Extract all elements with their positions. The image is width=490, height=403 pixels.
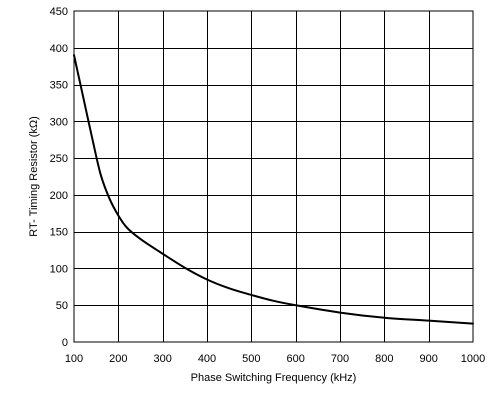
grid: [74, 11, 473, 342]
x-tick-label: 100: [65, 353, 83, 365]
x-axis-label: Phase Switching Frequency (kHz): [191, 372, 357, 384]
x-tick-label: 600: [286, 353, 304, 365]
y-tick-label: 150: [50, 227, 68, 239]
x-tick-label: 300: [153, 353, 171, 365]
y-tick-labels: 0 50 100 150 200 250 300 350 400 450: [50, 6, 68, 349]
x-tick-label: 900: [419, 353, 437, 365]
y-tick-label: 450: [50, 6, 68, 18]
y-tick-label: 200: [50, 190, 68, 202]
y-tick-label: 350: [50, 80, 68, 92]
y-tick-label: 400: [50, 43, 68, 55]
x-tick-label: 400: [198, 353, 216, 365]
x-tick-label: 1000: [461, 353, 485, 365]
x-tick-label: 700: [331, 353, 349, 365]
y-axis-label: RT- Timing Resistor (kΩ): [28, 116, 40, 236]
x-tick-label: 500: [242, 353, 260, 365]
x-tick-labels: 100 200 300 400 500 600 700 800 900 1000: [65, 353, 485, 365]
x-tick-label: 200: [109, 353, 127, 365]
y-tick-label: 300: [50, 116, 68, 128]
series-line: [73, 54, 474, 325]
y-tick-label: 100: [50, 263, 68, 275]
x-tick-label: 800: [375, 353, 393, 365]
plot-area: [73, 10, 474, 343]
y-tick-label: 50: [56, 300, 68, 312]
y-tick-label: 250: [50, 153, 68, 165]
y-tick-label: 0: [62, 337, 68, 349]
